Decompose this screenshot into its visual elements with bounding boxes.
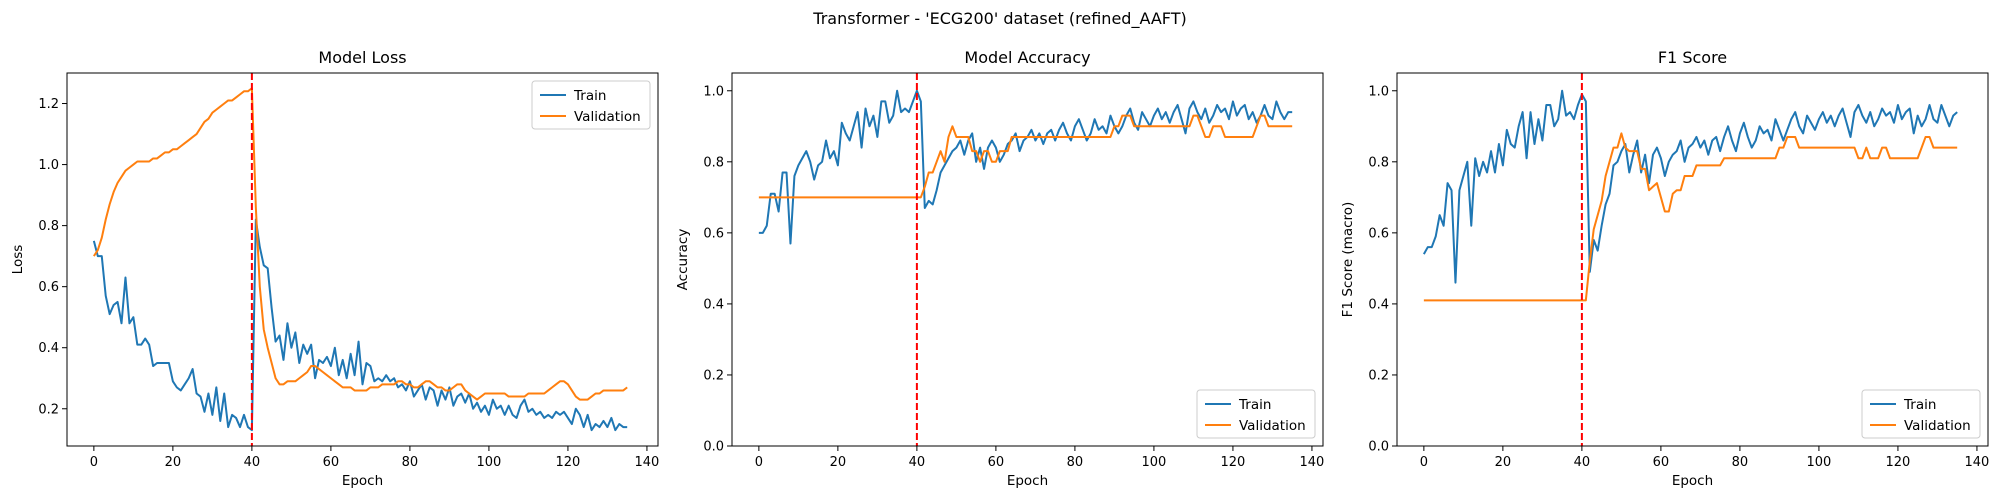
- x-tick-label: 120: [1886, 455, 1911, 470]
- y-tick-label: 0.0: [1368, 440, 1389, 455]
- y-tick-label: 0.8: [38, 219, 59, 234]
- x-axis-label: Epoch: [342, 473, 383, 489]
- x-tick-label: 120: [556, 455, 581, 470]
- x-tick-label: 40: [909, 455, 926, 470]
- legend: Train Validation: [531, 80, 651, 130]
- chart-title: Model Loss: [318, 48, 406, 67]
- y-tick-label: 0.4: [703, 297, 724, 312]
- series-line-validation: [758, 114, 1293, 199]
- series-line-validation: [1423, 132, 1958, 302]
- y-tick-label: 1.2: [38, 97, 59, 112]
- chart-panel-3: F1 Score 0 20 40 60 80 100 120 140 0.0 0.2 0.4 0.6 0.…: [1340, 48, 1989, 489]
- legend-label-train: Train: [1238, 397, 1271, 413]
- x-tick-label: 100: [477, 455, 502, 470]
- axes-frame: [731, 72, 1324, 447]
- axes-frame: [1396, 72, 1989, 447]
- legend: Train Validation: [1861, 389, 1981, 439]
- legend-label-validation: Validation: [1904, 418, 1971, 434]
- x-tick-label: 60: [1653, 455, 1670, 470]
- y-tick-label: 0.0: [703, 440, 724, 455]
- x-tick-label: 0: [1420, 455, 1428, 470]
- y-axis-label: Loss: [10, 245, 26, 275]
- x-tick-label: 60: [988, 455, 1005, 470]
- y-tick-label: 0.8: [703, 155, 724, 170]
- x-tick-label: 140: [635, 455, 660, 470]
- y-tick-label: 0.6: [38, 280, 59, 295]
- legend-label-train: Train: [573, 88, 606, 104]
- x-tick-label: 80: [402, 455, 419, 470]
- x-tick-label: 0: [90, 455, 98, 470]
- chart-title: F1 Score: [1658, 48, 1727, 67]
- x-tick-label: 100: [1807, 455, 1832, 470]
- y-axis-label: Accuracy: [675, 229, 691, 291]
- x-tick-label: 20: [165, 455, 182, 470]
- y-axis-label: F1 Score (macro): [1340, 202, 1356, 318]
- y-tick-label: 0.4: [38, 341, 59, 356]
- y-tick-label: 0.8: [1368, 155, 1389, 170]
- x-tick-label: 60: [323, 455, 340, 470]
- legend-label-train: Train: [1903, 397, 1936, 413]
- x-tick-label: 140: [1965, 455, 1990, 470]
- x-tick-label: 120: [1221, 455, 1246, 470]
- y-tick-label: 1.0: [703, 84, 724, 99]
- x-tick-label: 140: [1300, 455, 1325, 470]
- y-tick-label: 1.0: [38, 158, 59, 173]
- x-tick-label: 80: [1067, 455, 1084, 470]
- x-tick-label: 20: [1495, 455, 1512, 470]
- series-line-train: [1422, 89, 1958, 284]
- legend-label-validation: Validation: [1239, 418, 1306, 434]
- series-line-train: [758, 89, 1293, 245]
- x-axis-label: Epoch: [1672, 473, 1713, 489]
- chart-title: Model Accuracy: [964, 48, 1090, 67]
- x-tick-label: 40: [244, 455, 261, 470]
- x-tick-label: 20: [830, 455, 847, 470]
- y-tick-label: 0.2: [703, 368, 724, 383]
- legend: Train Validation: [1196, 389, 1316, 439]
- y-tick-label: 0.6: [1368, 226, 1389, 241]
- y-tick-label: 1.0: [1368, 84, 1389, 99]
- legend-label-validation: Validation: [574, 109, 641, 125]
- y-tick-label: 0.6: [703, 226, 724, 241]
- series-line-train: [92, 218, 628, 432]
- y-tick-label: 0.4: [1368, 297, 1389, 312]
- x-tick-label: 80: [1732, 455, 1749, 470]
- chart-panel-1: Model Loss 0 20 40 60 80 100 120 140 0.2 0.4 0.6 0.8…: [10, 48, 659, 489]
- y-tick-label: 0.2: [1368, 368, 1389, 383]
- x-tick-label: 0: [755, 455, 763, 470]
- figure-suptitle: Transformer - 'ECG200' dataset (refined_…: [812, 9, 1186, 29]
- chart-panel-2: Model Accuracy 0 20 40 60 80 100 120 140 0.0 0.2 0.…: [675, 48, 1324, 489]
- x-tick-label: 40: [1574, 455, 1591, 470]
- x-axis-label: Epoch: [1007, 473, 1048, 489]
- y-tick-label: 0.2: [38, 402, 59, 417]
- series-line-validation: [93, 87, 628, 401]
- x-tick-label: 100: [1142, 455, 1167, 470]
- axes-frame: [66, 72, 659, 447]
